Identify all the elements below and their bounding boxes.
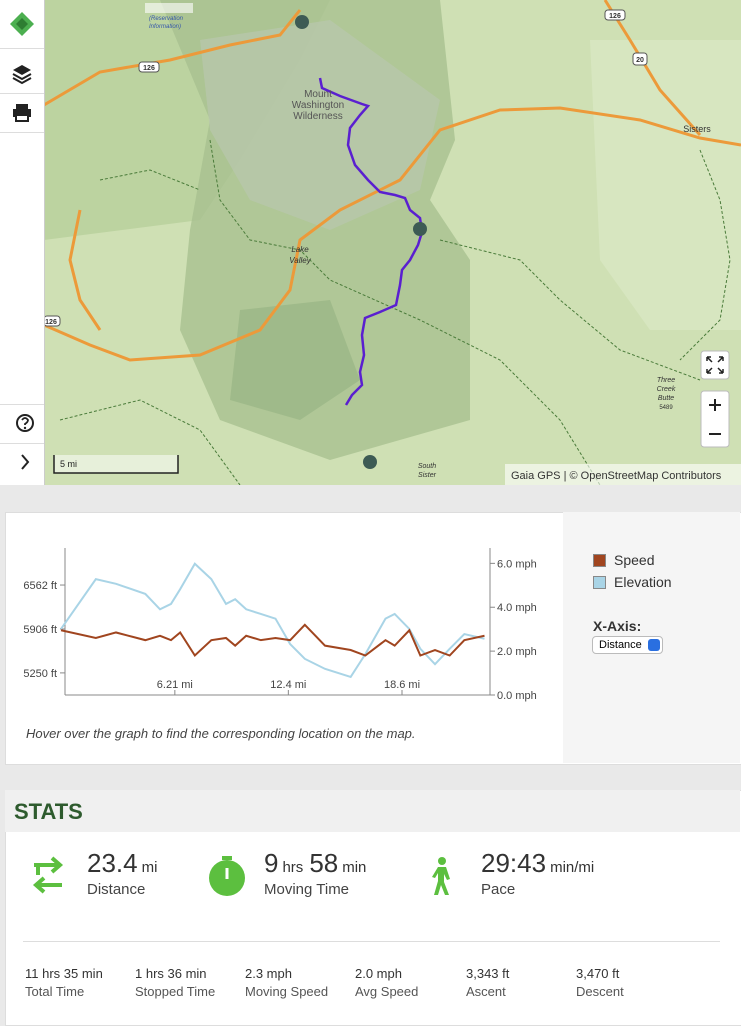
divider (23, 941, 720, 942)
stat-value: 23.4 (87, 848, 138, 878)
map-label: (Reservation (149, 16, 184, 22)
stat-unit: mi (141, 859, 158, 876)
map-label: South (418, 463, 436, 470)
map-label: Lake (291, 245, 309, 254)
y2-tick-label: 6.0 mph (497, 558, 537, 570)
stat-detail: 2.3 mph Moving Speed (245, 966, 328, 999)
detail-value: 2.0 mph (355, 966, 402, 981)
detail-value: 3,343 ft (466, 966, 510, 981)
legend-panel: Speed Elevation X-Axis: Distance (563, 512, 740, 763)
detail-label: Total Time (25, 984, 85, 999)
map-label: Washington (292, 100, 344, 111)
legend-label: Elevation (614, 574, 672, 590)
attribution: Gaia GPS | © OpenStreetMap Contributors (511, 470, 722, 482)
chart-caption: Hover over the graph to find the corresp… (26, 726, 416, 741)
stat-detail: 2.0 mph Avg Speed (355, 966, 418, 999)
x-tick-label: 6.21 mi (157, 679, 193, 691)
y2-tick-label: 2.0 mph (497, 646, 537, 658)
map-label: Butte (658, 395, 674, 402)
print-button[interactable] (0, 94, 44, 133)
series-line (60, 623, 485, 658)
stats-title: STATS (14, 799, 83, 824)
legend-label: Speed (614, 552, 655, 568)
scale-label: 5 mi (60, 459, 77, 469)
map-label: Information) (149, 24, 181, 30)
map-label: Mount (304, 89, 332, 100)
stat-detail: 3,470 ft Descent (576, 966, 624, 999)
detail-value: 2.3 mph (245, 966, 292, 981)
stat-unit: min (342, 859, 367, 876)
road-shield: 20 (636, 57, 644, 64)
y-tick-label: 5250 ft (23, 668, 57, 680)
detail-label: Avg Speed (355, 984, 419, 999)
map-label: 5489 (659, 405, 673, 411)
zoom-controls[interactable] (700, 350, 730, 448)
map-label: Wilderness (293, 111, 342, 122)
x-axis-select[interactable]: Distance (592, 636, 663, 654)
map-label: Sister (418, 472, 437, 479)
stat-unit: hrs (282, 859, 304, 876)
map-label: Valley (289, 256, 311, 265)
map-label: Sisters (683, 124, 711, 134)
stat-value: 29:43 (481, 848, 547, 878)
stat: 23.4 mi Distance (87, 848, 163, 898)
stat-value: 58 (309, 848, 339, 878)
stat: 29:43 min/mi Pace (481, 848, 600, 898)
detail-value: 11 hrs 35 min (25, 966, 103, 981)
stat-detail: 3,343 ft Ascent (466, 966, 509, 999)
road-shield: 126 (143, 65, 155, 72)
stats-icons (32, 856, 450, 896)
stat-value: 9 (264, 848, 279, 878)
stat-label: Moving Time (264, 881, 350, 898)
select-value: Distance (599, 639, 642, 651)
detail-label: Ascent (466, 984, 506, 999)
layers-button[interactable] (0, 55, 44, 94)
detail-value: 3,470 ft (576, 966, 620, 981)
legend-swatch (593, 553, 606, 567)
y-tick-label: 5906 ft (23, 624, 57, 636)
stats-header: STATS (5, 790, 740, 832)
y2-tick-label: 0.0 mph (497, 690, 537, 702)
series-line (60, 562, 485, 679)
y-tick-label: 6562 ft (23, 580, 57, 592)
x-tick-label: 12.4 mi (270, 679, 306, 691)
stat-label: Pace (481, 881, 516, 898)
legend-entry: Speed (593, 552, 654, 568)
detail-value: 1 hrs 36 min (135, 966, 207, 981)
toolbar (0, 0, 45, 485)
stat: 9 hrs 58 min Moving Time (264, 848, 372, 898)
stat-detail: 1 hrs 36 min Stopped Time (135, 966, 215, 999)
road-shield: 126 (45, 319, 57, 326)
detail-label: Moving Speed (245, 984, 329, 999)
stat-label: Distance (87, 881, 146, 898)
detail-label: Stopped Time (135, 984, 216, 999)
chart: Hover over the graph to find the corresp… (23, 548, 537, 741)
y2-tick-label: 4.0 mph (497, 602, 537, 614)
detail-label: Descent (576, 984, 624, 999)
expand-button[interactable] (0, 443, 44, 481)
legend-entry: Elevation (593, 574, 672, 590)
legend-swatch (593, 575, 606, 589)
map-label: Creek (657, 386, 676, 393)
map-label: Three (657, 377, 675, 384)
road-shield: 126 (609, 13, 621, 20)
map[interactable]: (Reservation Information) 126 126 126 20… (44, 0, 741, 485)
help-button[interactable] (0, 404, 44, 444)
x-tick-label: 18.6 mi (384, 679, 420, 691)
logo-button[interactable] (0, 0, 44, 49)
x-axis-label: X-Axis: (593, 618, 642, 634)
stat-detail: 11 hrs 35 min Total Time (25, 966, 103, 999)
stat-unit: min/mi (550, 859, 595, 876)
